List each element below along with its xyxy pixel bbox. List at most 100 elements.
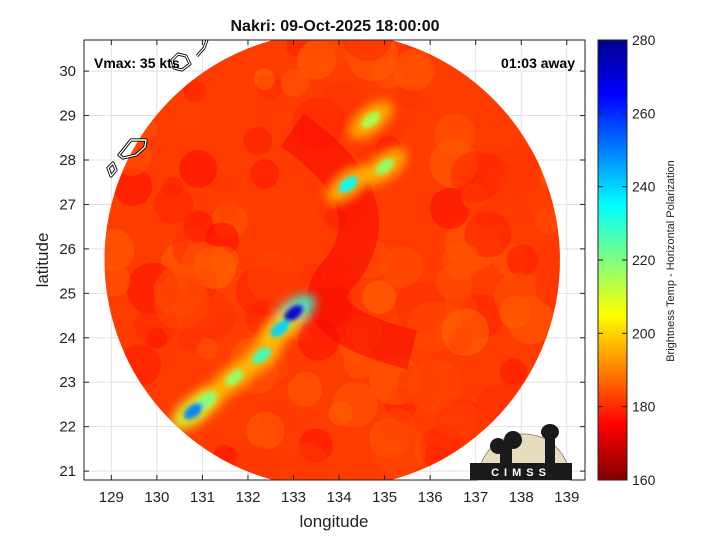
y-tick-label: 28 — [59, 152, 76, 169]
feature-core — [338, 176, 358, 193]
texture-cell — [104, 265, 131, 297]
texture-cell — [179, 150, 218, 188]
texture-cell — [494, 272, 544, 323]
x-tick-label: 132 — [235, 489, 260, 506]
texture-cell — [287, 371, 323, 407]
feature-core — [270, 320, 290, 338]
x-tick-label: 133 — [281, 489, 306, 506]
texture-cell — [450, 150, 502, 203]
logo-dish-right — [504, 431, 522, 449]
time-offset-annotation: 01:03 away — [501, 55, 575, 71]
y-axis-ticks: 21 22 23 24 25 26 27 28 29 30 — [59, 63, 585, 480]
colorbar-tick-label: 200 — [632, 325, 656, 341]
chart-title: Nakri: 09-Oct-2025 18:00:00 — [230, 18, 439, 35]
logo-tower-legs — [545, 438, 555, 464]
x-axis-label: longitude — [299, 512, 368, 531]
y-tick-label: 21 — [59, 463, 76, 480]
coastline — [106, 40, 209, 178]
x-tick-label: 139 — [554, 489, 579, 506]
colorbar-tick-label: 240 — [632, 179, 656, 195]
convection-cores — [183, 111, 560, 420]
texture-cell — [146, 328, 168, 349]
texture-cell — [284, 442, 329, 480]
x-tick-label: 134 — [327, 489, 352, 506]
texture-cell — [311, 40, 357, 65]
texture-cell — [464, 210, 512, 258]
texture-cell — [231, 444, 280, 480]
texture-cell — [183, 79, 206, 103]
texture-cell — [441, 308, 489, 356]
x-tick-label: 136 — [418, 489, 443, 506]
x-tick-label: 137 — [463, 489, 488, 506]
texture-cell — [505, 158, 543, 195]
texture-cell — [442, 241, 481, 280]
x-tick-label: 138 — [509, 489, 534, 506]
texture-cell — [197, 337, 219, 360]
x-tick-label: 131 — [190, 489, 215, 506]
texture-cell — [250, 159, 280, 189]
swath-detail — [104, 40, 560, 480]
feature-core — [361, 111, 381, 129]
feature-core — [252, 347, 272, 364]
feature-core — [224, 369, 244, 387]
y-tick-label: 24 — [59, 330, 76, 347]
spiral-band — [280, 113, 418, 370]
colorbar-ticks: 160 180 200 220 240 260 280 — [598, 32, 656, 488]
axes-frame — [83, 39, 586, 481]
texture-cell — [341, 40, 393, 62]
colorbar-tick-label: 160 — [632, 472, 656, 488]
x-tick-label: 130 — [144, 489, 169, 506]
texture-cell — [429, 187, 471, 229]
x-tick-label: 135 — [372, 489, 397, 506]
y-tick-label: 25 — [59, 285, 76, 302]
texture-cell — [280, 68, 309, 97]
feature-core — [183, 402, 203, 420]
colorbar-label: Brightness Temp - Horizontal Polarizatio… — [665, 160, 677, 362]
feature-core — [375, 158, 395, 175]
texture-cell — [153, 265, 205, 318]
texture-cell — [104, 228, 135, 271]
texture-cell — [173, 99, 202, 128]
texture-cell — [113, 167, 153, 206]
texture-cell — [500, 358, 528, 386]
texture-cell — [216, 197, 240, 221]
texture-cell — [153, 184, 194, 224]
colorbar-tick-label: 220 — [632, 252, 656, 268]
x-tick-label: 129 — [99, 489, 124, 506]
logo-dish-stand — [500, 446, 512, 464]
feature-core — [197, 391, 217, 409]
texture-cell — [535, 208, 560, 234]
texture-cell — [506, 244, 539, 277]
y-tick-label: 27 — [59, 196, 76, 213]
texture-cell — [253, 68, 276, 91]
y-tick-label: 22 — [59, 419, 76, 436]
colorbar-tick-label: 180 — [632, 399, 656, 415]
swath-heatmap — [104, 40, 560, 480]
texture-cell — [210, 246, 239, 275]
texture-cell — [372, 422, 427, 478]
logo-text: CIMSS — [491, 467, 551, 479]
feature-core — [284, 305, 303, 322]
colorbar-tick-label: 260 — [632, 105, 656, 121]
cimss-logo: CIMSS — [470, 424, 572, 481]
y-tick-label: 26 — [59, 241, 76, 258]
texture-cell — [162, 176, 184, 198]
y-tick-label: 30 — [59, 63, 76, 80]
texture-cell — [392, 49, 435, 92]
x-axis-ticks: 129 130 131 132 133 134 135 136 137 138 139 — [99, 40, 579, 506]
texture-cell — [381, 246, 423, 288]
texture-cell — [328, 401, 353, 426]
texture-cell — [537, 241, 560, 266]
texture-cell — [433, 395, 478, 440]
colorbar-tick-label: 280 — [632, 32, 656, 48]
logo-bar — [470, 463, 572, 480]
texture-cell — [534, 263, 560, 309]
y-tick-label: 23 — [59, 374, 76, 391]
texture-cell — [243, 126, 272, 156]
texture-cell — [246, 411, 285, 450]
texture-cell — [362, 280, 397, 315]
y-axis-label: latitude — [33, 233, 52, 288]
vmax-annotation: Vmax: 35 kts — [94, 55, 180, 71]
logo-water-tower — [541, 424, 559, 440]
